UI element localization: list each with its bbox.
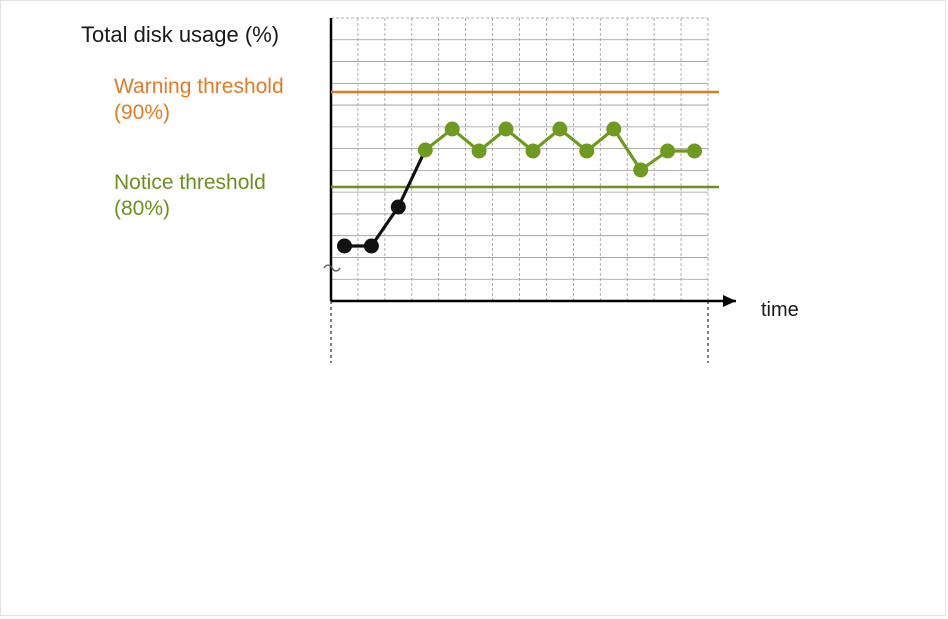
svg-text:time: time [761,299,799,321]
svg-text:Notice threshold: Notice threshold [114,171,266,194]
svg-text:(90%): (90%) [114,101,170,124]
svg-text:Warning threshold: Warning threshold [114,75,284,98]
svg-text:Total disk usage (%): Total disk usage (%) [81,22,279,47]
svg-text:(80%): (80%) [114,197,170,220]
